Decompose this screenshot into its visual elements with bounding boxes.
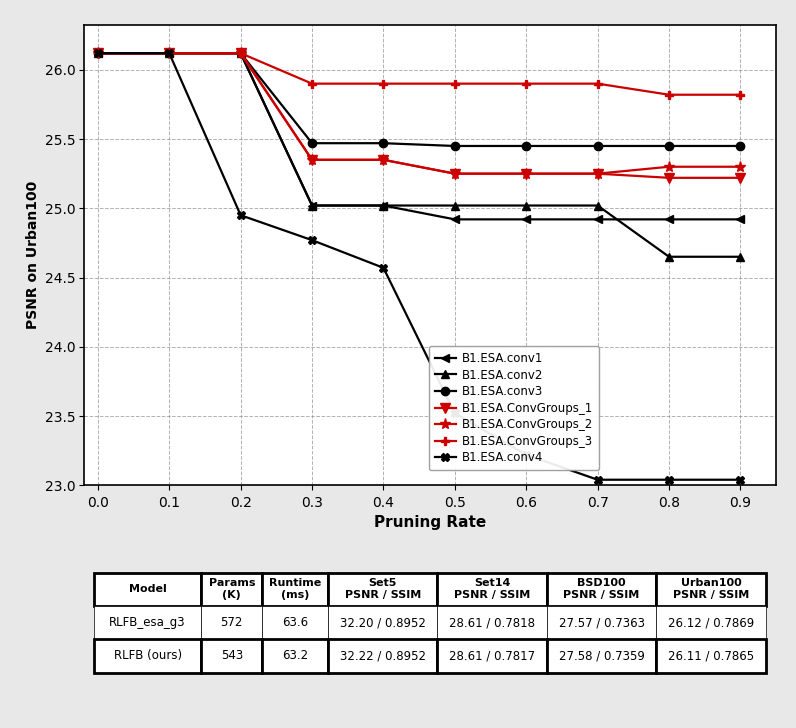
Line: B1.ESA.conv2: B1.ESA.conv2 (94, 49, 744, 261)
B1.ESA.conv1 (165, 49, 174, 58)
B1.ESA.ConvGroups_3 (379, 79, 388, 88)
B1.ESA.ConvGroups_2 (93, 49, 103, 58)
Line: B1.ESA.conv1: B1.ESA.conv1 (94, 49, 744, 223)
B1.ESA.conv2 (379, 201, 388, 210)
B1.ESA.conv1 (664, 215, 673, 223)
B1.ESA.conv4 (736, 475, 745, 484)
B1.ESA.conv2 (736, 253, 745, 261)
B1.ESA.conv3 (307, 139, 317, 148)
Line: B1.ESA.conv3: B1.ESA.conv3 (94, 49, 744, 150)
B1.ESA.conv2 (236, 49, 245, 58)
X-axis label: Pruning Rate: Pruning Rate (373, 515, 486, 530)
B1.ESA.conv4 (664, 475, 673, 484)
B1.ESA.conv1 (236, 49, 245, 58)
Line: B1.ESA.ConvGroups_1: B1.ESA.ConvGroups_1 (93, 48, 745, 183)
B1.ESA.ConvGroups_2 (593, 170, 603, 178)
B1.ESA.conv3 (593, 142, 603, 151)
B1.ESA.conv1 (736, 215, 745, 223)
B1.ESA.ConvGroups_2 (450, 170, 459, 178)
B1.ESA.conv3 (736, 142, 745, 151)
B1.ESA.conv1 (450, 215, 459, 223)
B1.ESA.conv2 (664, 253, 673, 261)
B1.ESA.ConvGroups_3 (93, 49, 103, 58)
B1.ESA.ConvGroups_3 (165, 49, 174, 58)
B1.ESA.ConvGroups_1 (450, 170, 459, 178)
B1.ESA.conv3 (236, 49, 245, 58)
B1.ESA.ConvGroups_1 (593, 170, 603, 178)
B1.ESA.conv4 (593, 475, 603, 484)
B1.ESA.ConvGroups_3 (593, 79, 603, 88)
B1.ESA.ConvGroups_2 (379, 156, 388, 165)
Line: B1.ESA.conv4: B1.ESA.conv4 (94, 49, 744, 484)
B1.ESA.conv3 (664, 142, 673, 151)
B1.ESA.ConvGroups_2 (307, 156, 317, 165)
B1.ESA.ConvGroups_3 (521, 79, 531, 88)
B1.ESA.conv4 (521, 451, 531, 459)
B1.ESA.ConvGroups_1 (165, 49, 174, 58)
B1.ESA.conv1 (379, 201, 388, 210)
B1.ESA.ConvGroups_3 (664, 90, 673, 99)
B1.ESA.ConvGroups_1 (307, 156, 317, 165)
B1.ESA.conv3 (521, 142, 531, 151)
B1.ESA.ConvGroups_2 (664, 162, 673, 171)
B1.ESA.conv2 (307, 201, 317, 210)
Legend: B1.ESA.conv1, B1.ESA.conv2, B1.ESA.conv3, B1.ESA.ConvGroups_1, B1.ESA.ConvGroups: B1.ESA.conv1, B1.ESA.conv2, B1.ESA.conv3… (429, 346, 599, 470)
B1.ESA.ConvGroups_3 (736, 90, 745, 99)
B1.ESA.conv2 (450, 201, 459, 210)
B1.ESA.conv3 (450, 142, 459, 151)
B1.ESA.conv1 (93, 49, 103, 58)
B1.ESA.conv4 (307, 236, 317, 245)
B1.ESA.conv3 (379, 139, 388, 148)
Line: B1.ESA.ConvGroups_3: B1.ESA.ConvGroups_3 (94, 49, 744, 99)
B1.ESA.ConvGroups_2 (521, 170, 531, 178)
B1.ESA.ConvGroups_1 (379, 156, 388, 165)
B1.ESA.conv3 (93, 49, 103, 58)
B1.ESA.conv1 (593, 215, 603, 223)
Line: B1.ESA.ConvGroups_2: B1.ESA.ConvGroups_2 (92, 47, 746, 179)
B1.ESA.ConvGroups_1 (236, 49, 245, 58)
B1.ESA.ConvGroups_1 (736, 173, 745, 182)
B1.ESA.ConvGroups_3 (450, 79, 459, 88)
B1.ESA.conv4 (379, 264, 388, 272)
B1.ESA.ConvGroups_2 (165, 49, 174, 58)
B1.ESA.ConvGroups_1 (93, 49, 103, 58)
B1.ESA.conv4 (450, 409, 459, 418)
B1.ESA.conv3 (165, 49, 174, 58)
B1.ESA.ConvGroups_3 (307, 79, 317, 88)
B1.ESA.ConvGroups_2 (236, 49, 245, 58)
B1.ESA.conv4 (236, 211, 245, 220)
B1.ESA.conv2 (593, 201, 603, 210)
B1.ESA.ConvGroups_3 (236, 49, 245, 58)
B1.ESA.conv1 (307, 201, 317, 210)
B1.ESA.conv2 (165, 49, 174, 58)
B1.ESA.ConvGroups_1 (521, 170, 531, 178)
B1.ESA.conv2 (521, 201, 531, 210)
B1.ESA.ConvGroups_2 (736, 162, 745, 171)
B1.ESA.conv4 (165, 49, 174, 58)
B1.ESA.conv1 (521, 215, 531, 223)
B1.ESA.conv2 (93, 49, 103, 58)
B1.ESA.ConvGroups_1 (664, 173, 673, 182)
Y-axis label: PSNR on Urban100: PSNR on Urban100 (25, 181, 40, 330)
B1.ESA.conv4 (93, 49, 103, 58)
